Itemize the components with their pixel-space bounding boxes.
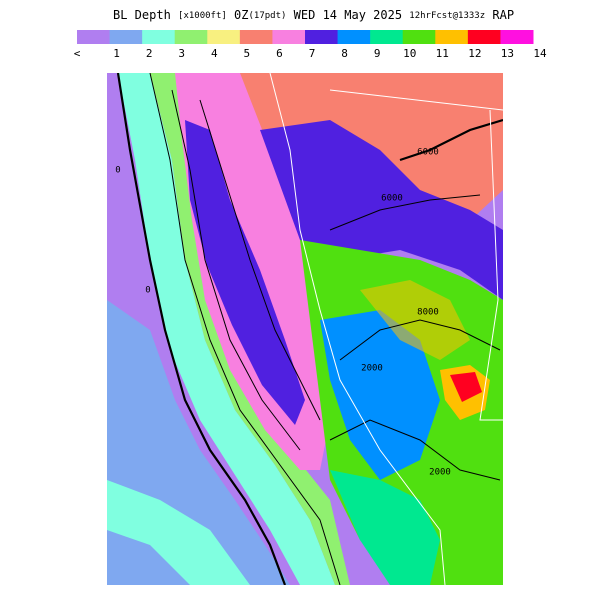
legend-label: 11 xyxy=(436,47,449,60)
map-title: BL Depth [x1000ft] 0Z(17pdt) WED 14 May … xyxy=(113,8,514,22)
legend-swatch xyxy=(467,30,501,44)
legend-label: 5 xyxy=(244,47,251,60)
legend-label: 7 xyxy=(309,47,316,60)
contour-line xyxy=(399,118,503,162)
legend-swatch xyxy=(500,30,534,44)
field-teal xyxy=(330,470,440,585)
contour-label: 0 xyxy=(115,166,120,176)
field-coast-aqua xyxy=(118,73,335,585)
field-yellow xyxy=(360,280,470,360)
contour-line xyxy=(329,419,501,481)
legend-label: 14 xyxy=(533,47,547,60)
contour-label: 6000 xyxy=(381,194,403,204)
field-ocean-blue xyxy=(107,530,190,585)
legend-label: 6 xyxy=(276,47,283,60)
contour-line xyxy=(116,73,287,585)
legend-swatch xyxy=(77,30,111,44)
state-border xyxy=(269,73,446,585)
title-model: RAP xyxy=(492,8,514,22)
legend-label: 2 xyxy=(146,47,153,60)
legend-swatch xyxy=(207,30,241,44)
title-local: (17pdt) xyxy=(249,11,287,21)
legend-label: 1 xyxy=(113,47,120,60)
legend-swatch xyxy=(109,30,143,44)
field-valley xyxy=(185,120,305,425)
contour-label: 2000 xyxy=(361,364,383,374)
field-coast-green xyxy=(150,73,350,585)
state-border xyxy=(329,89,503,111)
state-border xyxy=(479,109,503,421)
color-legend: <1 2 3 4 5 6 7 8 9 10 11 12 13 14 xyxy=(74,30,547,60)
title-main: BL Depth xyxy=(113,8,171,22)
contour-label: 0 xyxy=(145,286,150,296)
legend-swatch xyxy=(142,30,176,44)
legend-swatch xyxy=(337,30,371,44)
legend-label: 3 xyxy=(178,47,185,60)
contour-label: 2000 xyxy=(429,468,451,478)
contour-label: 8000 xyxy=(417,308,439,318)
legend-label: 13 xyxy=(501,47,514,60)
contour-line xyxy=(149,73,341,585)
legend-swatch xyxy=(272,30,306,44)
legend-label: 12 xyxy=(468,47,481,60)
legend-label: 8 xyxy=(341,47,348,60)
title-fcst: 12hrFcst@1333z xyxy=(409,11,485,21)
legend-label: 9 xyxy=(374,47,381,60)
legend-swatch xyxy=(402,30,436,44)
contour-line xyxy=(329,194,481,231)
contour-line xyxy=(339,319,501,361)
contour-labels: 0 0 6000 6000 8000 2000 2000 xyxy=(115,148,451,478)
legend-swatch xyxy=(174,30,208,44)
map-field xyxy=(107,73,503,585)
title-date: WED 14 May 2025 xyxy=(294,8,402,22)
title-time: 0Z xyxy=(234,8,248,22)
legend-label: 10 xyxy=(403,47,416,60)
legend-label: < xyxy=(74,47,81,60)
contour-line xyxy=(199,99,321,421)
title-unit: [x1000ft] xyxy=(178,11,227,21)
field-red xyxy=(450,372,482,402)
legend-swatch xyxy=(305,30,339,44)
legend-swatch xyxy=(370,30,404,44)
legend-label: 4 xyxy=(211,47,218,60)
legend-swatch xyxy=(239,30,273,44)
legend-swatch xyxy=(435,30,469,44)
contour-line xyxy=(171,89,301,451)
contour-label: 6000 xyxy=(417,148,439,158)
